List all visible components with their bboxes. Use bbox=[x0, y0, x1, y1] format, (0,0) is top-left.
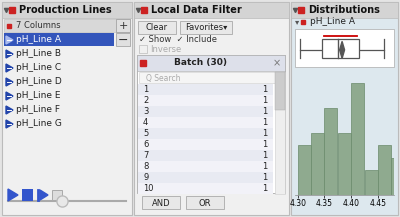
Bar bbox=[137, 55, 285, 193]
Polygon shape bbox=[6, 50, 13, 58]
Polygon shape bbox=[6, 36, 13, 44]
Text: AND: AND bbox=[152, 199, 170, 207]
Bar bbox=[138, 161, 273, 172]
Bar bbox=[364, 170, 378, 195]
Text: Inverse: Inverse bbox=[150, 44, 181, 54]
Bar bbox=[134, 2, 289, 18]
Bar bbox=[322, 38, 359, 58]
Bar bbox=[2, 2, 132, 18]
Text: 1: 1 bbox=[262, 162, 267, 171]
Polygon shape bbox=[40, 190, 48, 200]
Bar bbox=[291, 2, 398, 215]
Text: 10: 10 bbox=[143, 184, 154, 193]
Bar bbox=[391, 158, 400, 195]
Text: Clear: Clear bbox=[146, 23, 168, 33]
Text: 5: 5 bbox=[143, 129, 148, 138]
Bar bbox=[4, 33, 114, 46]
Bar bbox=[324, 108, 338, 195]
Bar bbox=[291, 2, 398, 18]
Bar bbox=[137, 55, 285, 71]
Text: 2: 2 bbox=[143, 96, 148, 105]
Text: pH_Line D: pH_Line D bbox=[16, 77, 62, 87]
Text: 1: 1 bbox=[262, 96, 267, 105]
Bar bbox=[116, 19, 130, 32]
Bar bbox=[180, 21, 232, 34]
Text: Batch (30): Batch (30) bbox=[174, 59, 228, 67]
Text: ×: × bbox=[273, 58, 281, 68]
Polygon shape bbox=[6, 106, 13, 114]
Polygon shape bbox=[6, 120, 13, 128]
Bar bbox=[338, 133, 351, 195]
Text: pH_Line A: pH_Line A bbox=[16, 36, 61, 44]
Bar bbox=[351, 83, 364, 195]
Text: 1: 1 bbox=[262, 85, 267, 94]
Text: 7: 7 bbox=[143, 151, 148, 160]
Bar bbox=[138, 128, 273, 139]
Bar bbox=[4, 19, 130, 32]
Text: 3: 3 bbox=[143, 107, 148, 116]
Bar bbox=[138, 21, 176, 34]
Text: 4: 4 bbox=[143, 118, 148, 127]
Polygon shape bbox=[340, 41, 344, 58]
Text: +: + bbox=[118, 21, 128, 31]
Bar bbox=[52, 190, 62, 200]
Text: 6: 6 bbox=[143, 140, 148, 149]
Text: 1: 1 bbox=[262, 151, 267, 160]
Bar bbox=[22, 189, 33, 201]
Bar bbox=[2, 2, 132, 215]
Text: Favorites▾: Favorites▾ bbox=[185, 23, 227, 33]
Polygon shape bbox=[6, 92, 13, 100]
Text: 8: 8 bbox=[143, 162, 148, 171]
Polygon shape bbox=[6, 78, 13, 86]
Bar bbox=[134, 2, 289, 215]
Bar bbox=[138, 106, 273, 117]
Bar bbox=[116, 33, 130, 46]
Text: pH_Line C: pH_Line C bbox=[16, 64, 61, 72]
Bar bbox=[138, 117, 273, 128]
Text: ▾: ▾ bbox=[295, 18, 299, 26]
Bar bbox=[298, 145, 311, 195]
Bar bbox=[295, 29, 394, 67]
Text: 1: 1 bbox=[262, 107, 267, 116]
Text: −: − bbox=[118, 33, 128, 46]
Bar bbox=[142, 196, 180, 209]
Text: ✓ Show  ✓ Include: ✓ Show ✓ Include bbox=[139, 35, 217, 43]
Polygon shape bbox=[6, 64, 13, 72]
Text: pH_Line F: pH_Line F bbox=[16, 105, 60, 115]
Text: 1: 1 bbox=[262, 118, 267, 127]
Text: pH_Line G: pH_Line G bbox=[16, 120, 62, 128]
Text: pH_Line A: pH_Line A bbox=[310, 18, 355, 26]
Bar bbox=[139, 45, 147, 53]
Text: 1: 1 bbox=[262, 173, 267, 182]
Text: Local Data Filter: Local Data Filter bbox=[151, 5, 242, 15]
Bar bbox=[275, 72, 285, 110]
Text: pH_Line E: pH_Line E bbox=[16, 92, 60, 100]
Text: 7 Columns: 7 Columns bbox=[16, 21, 61, 31]
Bar bbox=[311, 133, 324, 195]
Bar bbox=[138, 150, 273, 161]
Text: 1: 1 bbox=[262, 184, 267, 193]
Bar bbox=[275, 72, 285, 194]
Text: 1: 1 bbox=[262, 129, 267, 138]
Bar bbox=[138, 95, 273, 106]
Text: 1: 1 bbox=[143, 85, 148, 94]
Text: Distributions: Distributions bbox=[308, 5, 380, 15]
Polygon shape bbox=[8, 189, 18, 201]
Bar bbox=[138, 172, 273, 183]
Bar bbox=[186, 196, 224, 209]
Text: Production Lines: Production Lines bbox=[19, 5, 112, 15]
Text: pH_Line B: pH_Line B bbox=[16, 49, 61, 59]
Text: OR: OR bbox=[199, 199, 211, 207]
Bar bbox=[378, 145, 391, 195]
Bar bbox=[138, 139, 273, 150]
Bar bbox=[139, 72, 281, 83]
Bar bbox=[138, 183, 273, 194]
Text: Q Search: Q Search bbox=[146, 74, 180, 82]
Bar bbox=[138, 84, 273, 95]
Text: 9: 9 bbox=[143, 173, 148, 182]
Text: 1: 1 bbox=[262, 140, 267, 149]
